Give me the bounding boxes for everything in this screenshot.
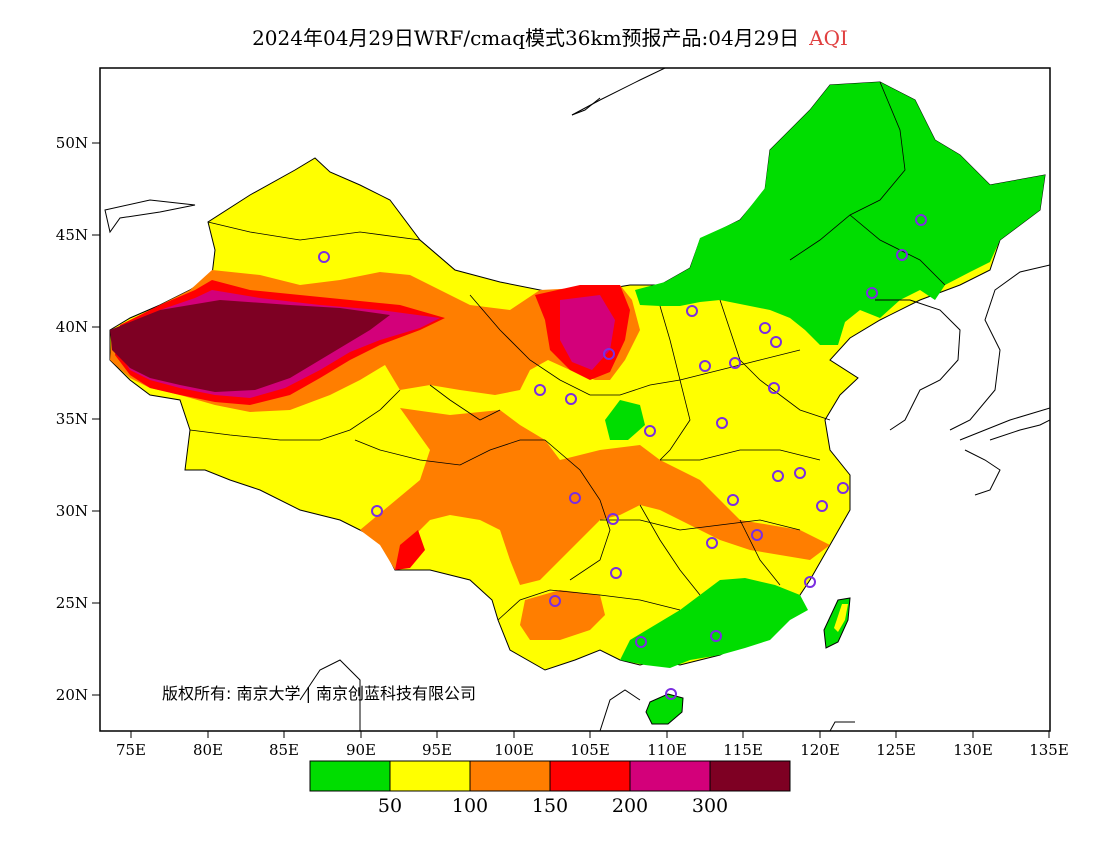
lon-label: 100E — [494, 741, 534, 759]
city-marker — [727, 494, 739, 506]
city-marker — [665, 688, 677, 700]
legend-label: 200 — [612, 795, 648, 817]
city-marker — [603, 348, 615, 360]
city-marker — [534, 384, 546, 396]
city-marker — [729, 357, 741, 369]
legend-swatch-2 — [470, 761, 550, 791]
lat-label: 40N — [56, 318, 88, 336]
legend-label: 150 — [532, 795, 568, 817]
legend-label: 50 — [378, 795, 402, 817]
copyright-notice: 版权所有: 南京大学 | 南京创蓝科技有限公司 — [162, 684, 477, 703]
lat-label: 35N — [56, 410, 88, 428]
city-marker — [699, 360, 711, 372]
foreign-coastlines — [104, 68, 1050, 731]
region-usg-central — [360, 408, 830, 585]
city-marker — [759, 322, 771, 334]
city-marker — [804, 576, 816, 588]
city-marker — [837, 482, 849, 494]
city-marker — [565, 393, 577, 405]
city-marker — [770, 336, 782, 348]
lat-label: 45N — [56, 226, 88, 244]
region-hazardous — [110, 300, 390, 392]
city-marker — [751, 529, 763, 541]
legend-swatch-4 — [630, 761, 710, 791]
lat-label: 30N — [56, 502, 88, 520]
city-marker — [706, 537, 718, 549]
city-marker — [794, 467, 806, 479]
map-frame — [99, 67, 1051, 732]
taiwan-yellow — [834, 604, 848, 632]
region-usg-south — [520, 590, 605, 640]
lon-label: 75E — [116, 741, 146, 759]
legend-label: 100 — [452, 795, 488, 817]
region-good-south — [620, 578, 808, 668]
city-marker — [686, 305, 698, 317]
lon-label: 135E — [1029, 741, 1069, 759]
lon-label: 95E — [422, 741, 452, 759]
lon-label: 80E — [193, 741, 223, 759]
lon-label: 125E — [876, 741, 916, 759]
lon-label: 130E — [953, 741, 993, 759]
city-marker — [768, 382, 780, 394]
map-content — [104, 68, 1050, 731]
legend-swatch-1 — [390, 761, 470, 791]
city-marker — [644, 425, 656, 437]
variable-label: AQI — [809, 26, 848, 50]
lon-axis — [130, 731, 1050, 738]
city-marker — [716, 417, 728, 429]
color-legend: 50 100 150 200 300 — [309, 760, 791, 817]
map-title: 2024年04月29日WRF/cmaq模式36km预报产品:04月29日 AQI — [0, 22, 1100, 51]
lat-label: 50N — [56, 134, 88, 152]
region-unhealthy-sw — [395, 530, 425, 570]
city-marker — [635, 636, 647, 648]
region-good-central — [605, 400, 645, 440]
title-text: 2024年04月29日WRF/cmaq模式36km预报产品:04月29日 — [252, 26, 800, 50]
city-marker — [610, 567, 622, 579]
region-very-unhealthy-ordos — [560, 295, 615, 370]
legend-swatch-5 — [710, 761, 790, 791]
lat-axis — [92, 142, 100, 696]
lon-label: 85E — [269, 741, 299, 759]
lon-label: 105E — [570, 741, 610, 759]
legend-swatch-0 — [310, 761, 390, 791]
region-good-northeast — [635, 82, 1045, 345]
lon-label: 90E — [346, 741, 376, 759]
lat-label: 25N — [56, 594, 88, 612]
legend-label: 300 — [692, 795, 728, 817]
lon-label: 110E — [647, 741, 687, 759]
city-marker — [371, 505, 383, 517]
lon-label: 115E — [723, 741, 763, 759]
city-marker — [710, 630, 722, 642]
legend-swatch-3 — [550, 761, 630, 791]
hainan-island — [645, 693, 684, 725]
city-marker — [896, 249, 908, 261]
city-marker — [549, 595, 561, 607]
lon-label: 120E — [800, 741, 840, 759]
city-marker — [569, 492, 581, 504]
lat-label: 20N — [56, 686, 88, 704]
city-marker — [772, 470, 784, 482]
city-marker — [816, 500, 828, 512]
city-marker — [318, 251, 330, 263]
city-marker — [607, 513, 619, 525]
city-markers — [318, 214, 927, 700]
city-marker — [915, 214, 927, 226]
city-marker — [866, 287, 878, 299]
province-borders — [189, 81, 946, 621]
